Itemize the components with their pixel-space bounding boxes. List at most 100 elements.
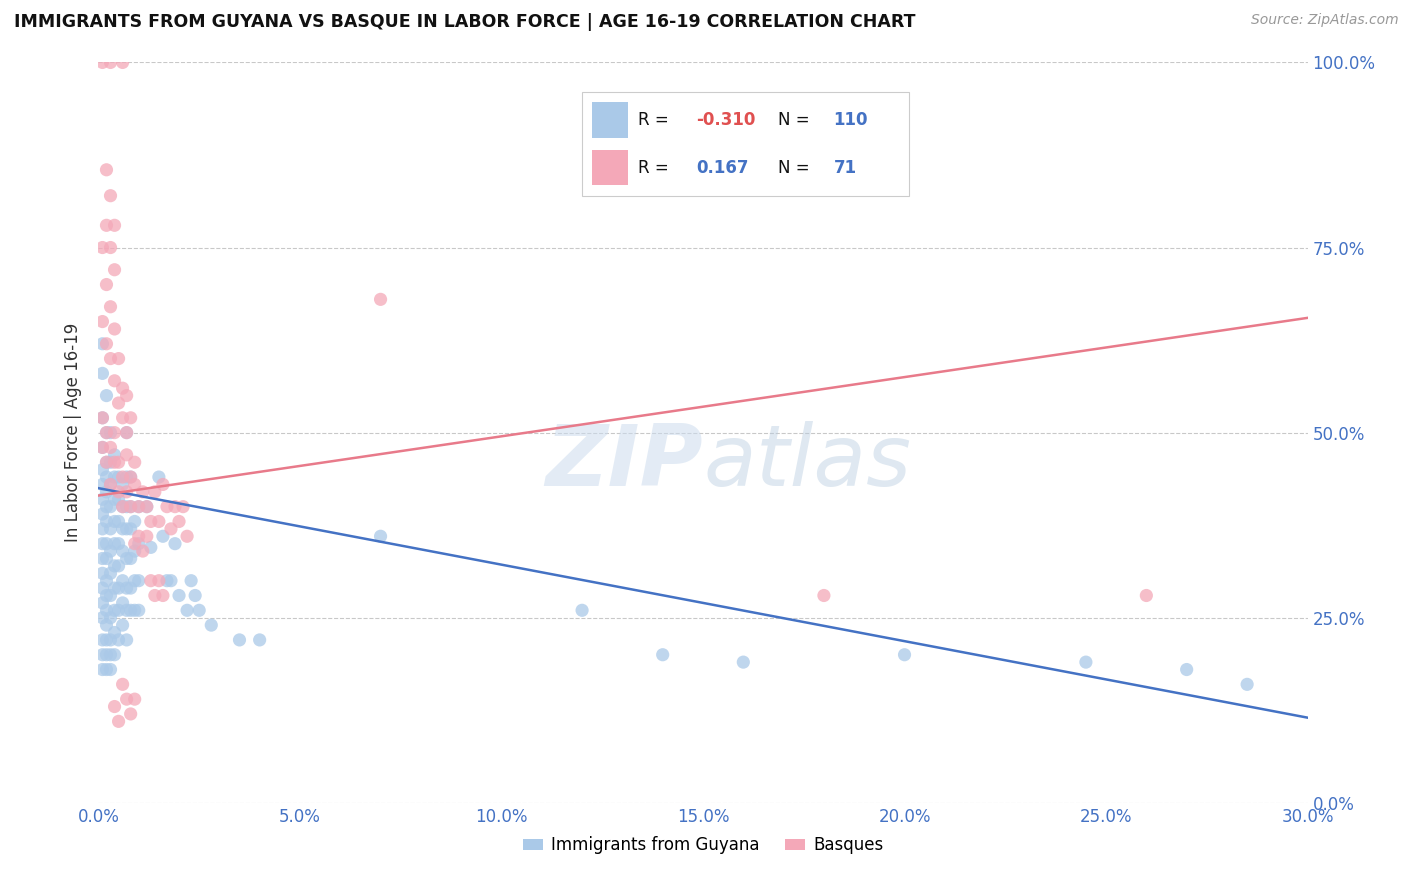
Point bbox=[91, 441, 114, 455]
Point bbox=[100, 351, 122, 366]
Point bbox=[91, 240, 114, 255]
Point bbox=[91, 410, 114, 425]
Point bbox=[103, 455, 125, 469]
Point bbox=[91, 314, 114, 328]
Point bbox=[115, 692, 138, 706]
Point bbox=[228, 632, 250, 647]
Point bbox=[107, 492, 129, 507]
Text: IMMIGRANTS FROM GUYANA VS BASQUE IN LABOR FORCE | AGE 16-19 CORRELATION CHART: IMMIGRANTS FROM GUYANA VS BASQUE IN LABO… bbox=[14, 13, 915, 31]
Point bbox=[103, 603, 125, 617]
Point bbox=[152, 477, 174, 491]
Point bbox=[103, 470, 125, 484]
Point bbox=[124, 455, 146, 469]
Point bbox=[115, 388, 138, 402]
Point bbox=[96, 277, 118, 292]
Point bbox=[100, 441, 122, 455]
Point bbox=[128, 574, 150, 588]
Point bbox=[96, 336, 118, 351]
Point bbox=[152, 529, 174, 543]
Point bbox=[124, 544, 146, 558]
Point bbox=[91, 441, 114, 455]
Point bbox=[651, 648, 673, 662]
Point bbox=[96, 574, 118, 588]
Point bbox=[143, 484, 166, 499]
Point bbox=[128, 500, 150, 514]
Point bbox=[176, 529, 198, 543]
Point bbox=[96, 551, 118, 566]
Point bbox=[91, 536, 114, 550]
Point bbox=[91, 551, 114, 566]
Point bbox=[180, 574, 202, 588]
Point bbox=[107, 351, 129, 366]
Point bbox=[120, 522, 142, 536]
Point bbox=[103, 425, 125, 440]
Point bbox=[200, 618, 222, 632]
Legend: Immigrants from Guyana, Basques: Immigrants from Guyana, Basques bbox=[516, 830, 890, 861]
Point bbox=[100, 477, 122, 491]
Point bbox=[111, 410, 134, 425]
Point bbox=[1074, 655, 1097, 669]
Point bbox=[120, 500, 142, 514]
Point bbox=[96, 589, 118, 603]
Point bbox=[96, 632, 118, 647]
Point bbox=[91, 336, 114, 351]
Point bbox=[167, 515, 190, 529]
Point bbox=[103, 219, 125, 233]
Point bbox=[96, 515, 118, 529]
Point bbox=[176, 603, 198, 617]
Point bbox=[107, 603, 129, 617]
Point bbox=[91, 581, 114, 595]
Point bbox=[120, 470, 142, 484]
Point bbox=[115, 603, 138, 617]
Point bbox=[107, 714, 129, 729]
Point bbox=[111, 574, 134, 588]
Point bbox=[115, 522, 138, 536]
Point bbox=[111, 477, 134, 491]
Point bbox=[96, 425, 118, 440]
Point bbox=[135, 500, 157, 514]
Point bbox=[163, 500, 186, 514]
Point bbox=[96, 500, 118, 514]
Point bbox=[103, 558, 125, 573]
Point bbox=[100, 188, 122, 202]
Point bbox=[115, 500, 138, 514]
Point bbox=[100, 632, 122, 647]
Point bbox=[100, 663, 122, 677]
Point bbox=[167, 589, 190, 603]
Point bbox=[111, 500, 134, 514]
Point bbox=[124, 477, 146, 491]
Point bbox=[91, 492, 114, 507]
Point bbox=[100, 300, 122, 314]
Point bbox=[91, 507, 114, 521]
Point bbox=[100, 544, 122, 558]
Point bbox=[124, 536, 146, 550]
Point bbox=[103, 492, 125, 507]
Point bbox=[96, 162, 118, 177]
Point bbox=[115, 448, 138, 462]
Text: ZIP: ZIP bbox=[546, 421, 703, 504]
Point bbox=[111, 618, 134, 632]
Text: Source: ZipAtlas.com: Source: ZipAtlas.com bbox=[1251, 13, 1399, 28]
Point bbox=[91, 477, 114, 491]
Point bbox=[128, 529, 150, 543]
Point bbox=[96, 484, 118, 499]
Point bbox=[100, 425, 122, 440]
Point bbox=[132, 484, 155, 499]
Point bbox=[571, 603, 593, 617]
Point bbox=[148, 470, 170, 484]
Point bbox=[91, 596, 114, 610]
Point bbox=[100, 55, 122, 70]
Point bbox=[96, 663, 118, 677]
Point bbox=[139, 574, 162, 588]
Point bbox=[91, 648, 114, 662]
Point bbox=[128, 536, 150, 550]
Point bbox=[120, 551, 142, 566]
Point bbox=[120, 603, 142, 617]
Point bbox=[96, 536, 118, 550]
Point bbox=[120, 410, 142, 425]
Point bbox=[128, 603, 150, 617]
Point bbox=[115, 425, 138, 440]
Point bbox=[1135, 589, 1157, 603]
Point bbox=[163, 536, 186, 550]
Point bbox=[249, 632, 271, 647]
